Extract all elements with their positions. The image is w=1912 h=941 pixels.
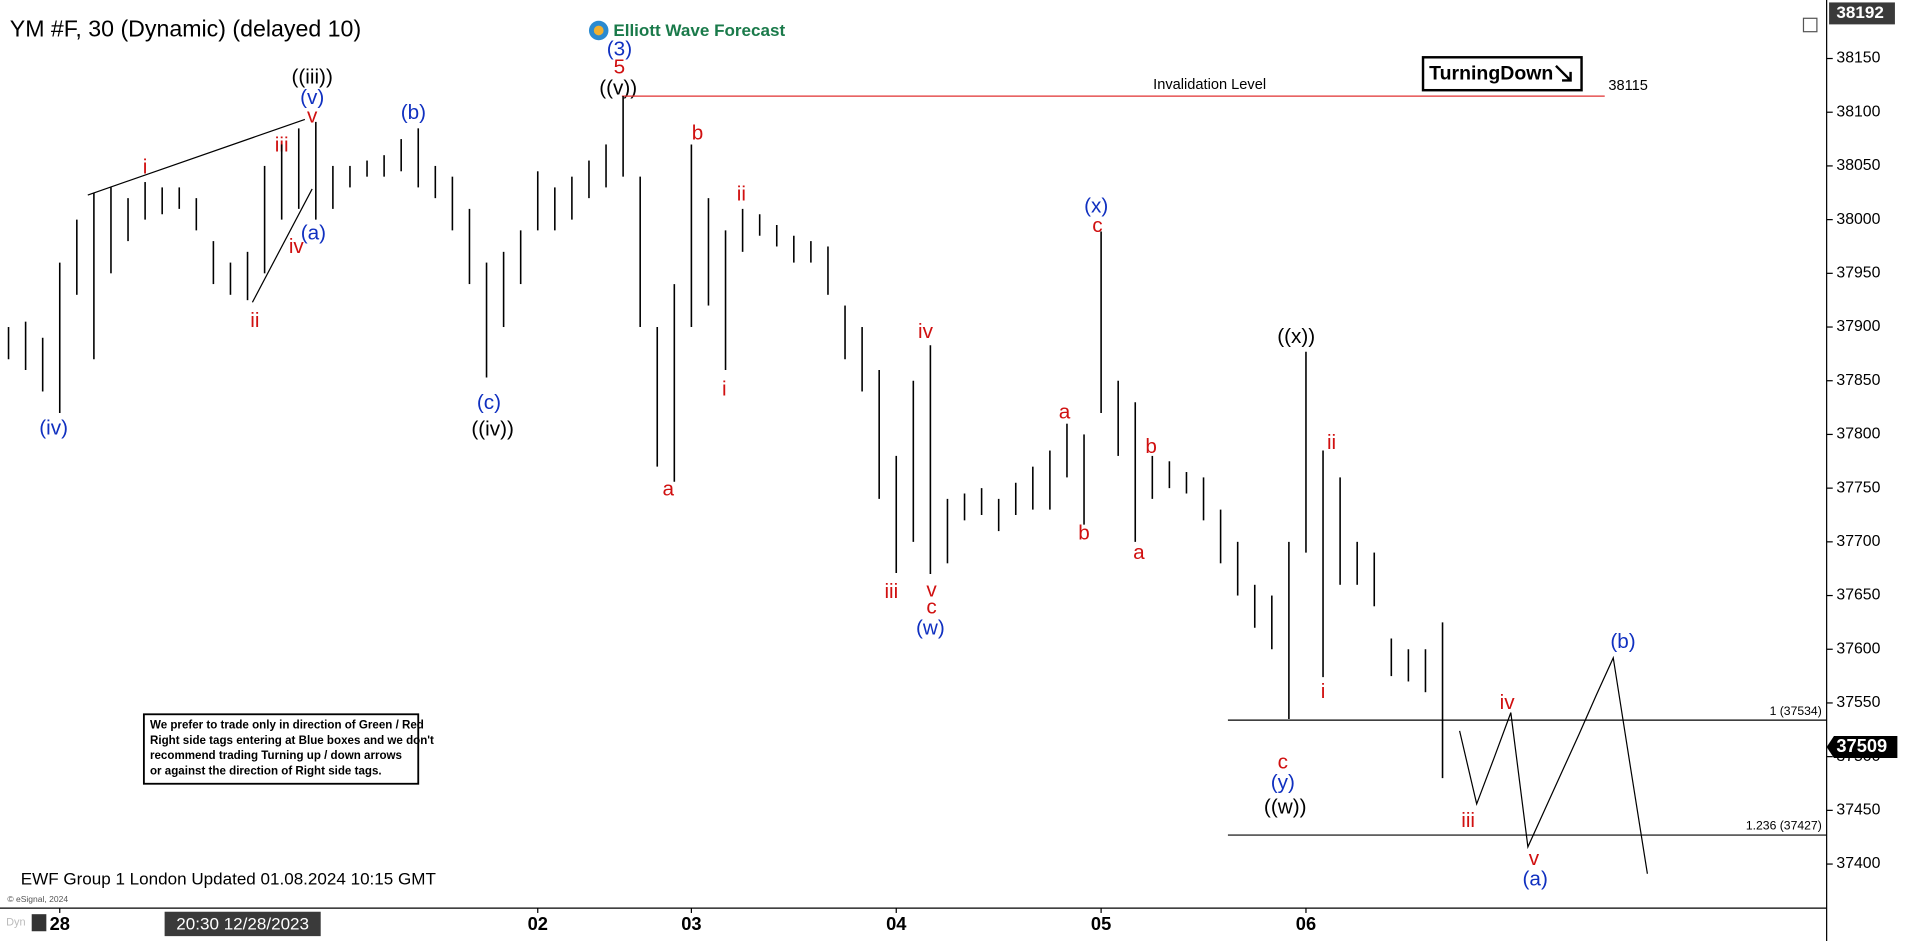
wave-label: c	[1278, 751, 1288, 774]
x-tick-label: 05	[1091, 913, 1111, 934]
tag-frame	[1421, 56, 1583, 92]
y-tick-label: 37650	[1836, 587, 1880, 604]
wave-label: c	[926, 596, 936, 619]
top-price-box	[1829, 2, 1895, 25]
logo-icon-core	[593, 25, 604, 36]
disclaimer-line: We prefer to trade only in direction of …	[150, 719, 424, 731]
wave-label: (3)	[607, 37, 632, 60]
tag-arrow	[1555, 64, 1572, 82]
wave-label: v	[926, 579, 937, 602]
wave-label: v	[307, 104, 318, 127]
wave-label: c	[1092, 214, 1102, 237]
wave-label: a	[1059, 401, 1071, 424]
wave-label: ii	[1327, 431, 1336, 454]
disclaimer: We prefer to trade only in direction of …	[142, 713, 434, 785]
y-tick-label: 37400	[1836, 855, 1880, 872]
wave-label: v	[1529, 847, 1540, 870]
copyright: © eSignal, 2024	[7, 894, 68, 904]
wave-labels: (iv) i ii iii iv v (v) ((iii)) (a) (b) (…	[39, 37, 1635, 890]
y-tick-label: 37600	[1836, 640, 1880, 657]
y-tick-label: 37950	[1836, 265, 1880, 282]
x-tick-label: 04	[886, 913, 907, 934]
wave-label: a	[662, 477, 674, 500]
y-tick-label: 38000	[1836, 211, 1880, 228]
disclaimer-line: recommend trading Turning up / down arro…	[150, 750, 402, 762]
wave-label: (v)	[300, 86, 324, 109]
wave-label: i	[143, 156, 148, 179]
last-price-box	[1826, 736, 1898, 758]
corner-label: Dyn	[6, 917, 26, 929]
y-tick-label: 37850	[1836, 372, 1880, 389]
wave-label: (x)	[1084, 195, 1108, 218]
disclaimer-line: or against the direction of Right side t…	[150, 766, 382, 778]
y-tick-label: 37700	[1836, 533, 1880, 550]
x-tick-label: 03	[681, 913, 701, 934]
x-tick-label: 06	[1296, 913, 1316, 934]
wave-label: iii	[1461, 809, 1475, 832]
level-label: 1 (37534)	[1770, 704, 1822, 718]
wave-label: i	[1321, 680, 1326, 703]
wave-label: (c)	[477, 391, 501, 414]
wave-label: iv	[289, 235, 305, 258]
wave-label: b	[692, 122, 704, 145]
y-tick-label: 37900	[1836, 318, 1880, 335]
wave-label: iv	[1500, 691, 1516, 714]
y-tick-label: 37550	[1836, 694, 1880, 711]
projection-line	[1459, 655, 1648, 874]
wave-label: b	[1145, 435, 1157, 458]
wave-label: (b)	[1610, 630, 1635, 653]
y-tick-label: 38150	[1836, 50, 1880, 67]
disclaimer-line: Right side tags entering at Blue boxes a…	[150, 735, 434, 747]
footer: EWF Group 1 London Updated 01.08.2024 10…	[21, 870, 437, 889]
wave-label: ((x))	[1277, 325, 1315, 348]
level-value: 38115	[1608, 78, 1648, 94]
y-tick-label: 37450	[1836, 802, 1880, 819]
wave-label: ((iv))	[471, 418, 514, 441]
y-tick-label: 37800	[1836, 426, 1880, 443]
plot: 3740037450375003755037600376503770037750…	[7, 2, 1898, 934]
trend-line	[87, 118, 306, 196]
wave-label: b	[1078, 521, 1090, 544]
x-tick-label: 28	[50, 913, 70, 934]
wave-label: (y)	[1271, 771, 1295, 794]
wave-label: ((v))	[599, 76, 637, 99]
wave-label: a	[1133, 541, 1145, 564]
tag-box: TurningDown	[1421, 56, 1583, 92]
wave-label: ii	[737, 182, 746, 205]
logo-text: Elliott Wave Forecast	[613, 21, 785, 40]
tag-text: TurningDown	[1429, 63, 1553, 85]
y-tick-label: 38100	[1836, 103, 1880, 120]
x-tick-label: 02	[528, 913, 548, 934]
y-tick-label: 37750	[1836, 479, 1880, 496]
cursor-box	[164, 911, 321, 937]
corner-icon	[31, 914, 47, 932]
wave-label: (w)	[916, 616, 945, 639]
wave-label: iv	[918, 320, 934, 343]
wave-label: (a)	[1523, 868, 1548, 891]
wave-label: ii	[250, 309, 259, 332]
corner-icon	[1802, 17, 1818, 33]
level-label: Invalidation Level	[1153, 77, 1266, 93]
wave-label: iii	[884, 580, 898, 603]
disclaimer-frame	[142, 713, 420, 785]
y-tick-label: 38050	[1836, 157, 1880, 174]
wave-label: (a)	[301, 222, 326, 245]
wave-label: i	[722, 378, 727, 401]
wave-label: 5	[614, 56, 626, 79]
chart-title: YM #F, 30 (Dynamic) (delayed 10)	[10, 16, 361, 42]
trend-line	[251, 188, 313, 303]
wave-label: (b)	[401, 101, 426, 124]
top-price-label: 38192	[1836, 3, 1883, 22]
cursor-label: 20:30 12/28/2023	[176, 915, 309, 934]
wave-label: ((w))	[1264, 796, 1307, 819]
logo: Elliott Wave Forecast	[588, 20, 785, 41]
wave-label: ((iii))	[291, 65, 332, 88]
level-label: 1.236 (37427)	[1746, 819, 1822, 833]
wave-label: (iv)	[39, 417, 68, 440]
last-price-label: 37509	[1836, 735, 1887, 756]
